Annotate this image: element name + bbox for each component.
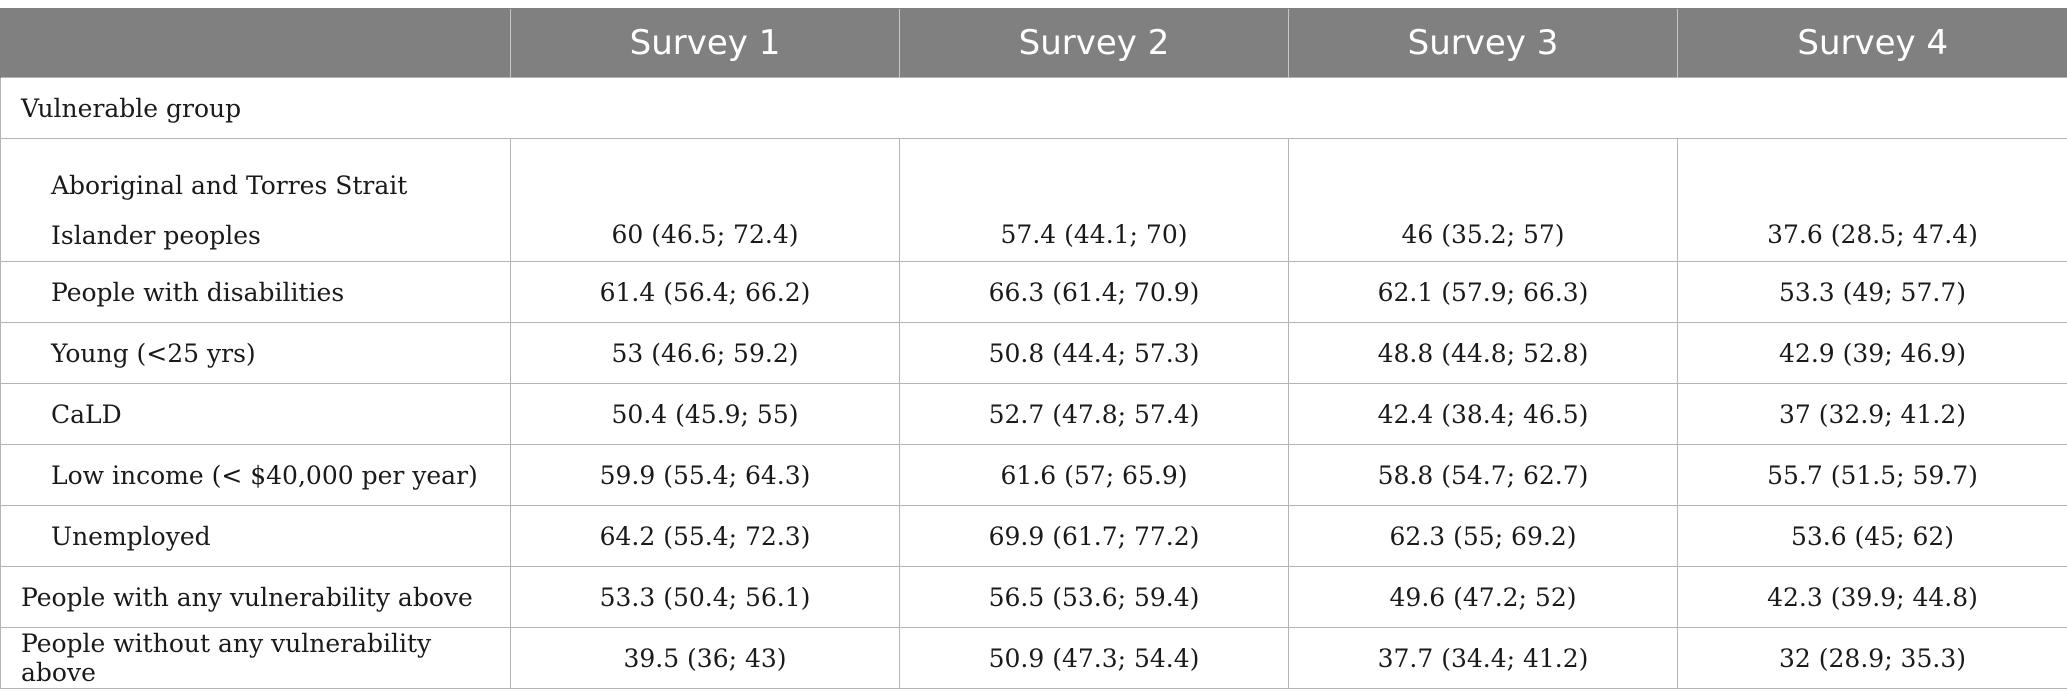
table-row: People with disabilities 61.4 (56.4; 66.… [0,261,2067,323]
table-cell: 57.4 (44.1; 70) [899,138,1289,262]
table-header: Survey 1 Survey 2 Survey 3 Survey 4 [0,8,2067,78]
table-row: CaLD 50.4 (45.9; 55) 52.7 (47.8; 57.4) 4… [0,383,2067,445]
table-row: Aboriginal and Torres Strait Islander pe… [0,138,2067,262]
table-cell: 50.8 (44.4; 57.3) [899,322,1289,384]
table-row: Unemployed 64.2 (55.4; 72.3) 69.9 (61.7;… [0,505,2067,567]
group-label: Vulnerable group [0,77,2067,139]
table-cell: 46 (35.2; 57) [1288,138,1678,262]
table-cell: 62.1 (57.9; 66.3) [1288,261,1678,323]
table-cell: 53.6 (45; 62) [1677,505,2067,567]
table-cell: 69.9 (61.7; 77.2) [899,505,1289,567]
table-cell: 64.2 (55.4; 72.3) [510,505,900,567]
summary-row: People with any vulnerability above 53.3… [0,566,2067,628]
table-cell: 37.7 (34.4; 41.2) [1288,627,1678,689]
table-cell: 37.6 (28.5; 47.4) [1677,138,2067,262]
row-label: People without any vulnerability above [0,627,511,689]
table-row: Young (<25 yrs) 53 (46.6; 59.2) 50.8 (44… [0,322,2067,384]
table-cell: 52.7 (47.8; 57.4) [899,383,1289,445]
row-label: People with disabilities [0,261,511,323]
table-cell: 62.3 (55; 69.2) [1288,505,1678,567]
table-cell: 32 (28.9; 35.3) [1677,627,2067,689]
header-survey-1: Survey 1 [510,8,900,78]
table-cell: 66.3 (61.4; 70.9) [899,261,1289,323]
table-cell: 53.3 (49; 57.7) [1677,261,2067,323]
table-cell: 48.8 (44.8; 52.8) [1288,322,1678,384]
row-label: Low income (< $40,000 per year) [0,444,511,506]
table-cell: 50.9 (47.3; 54.4) [899,627,1289,689]
table-cell: 59.9 (55.4; 64.3) [510,444,900,506]
table-body: Vulnerable group Aboriginal and Torres S… [0,77,2067,689]
table-cell: 61.4 (56.4; 66.2) [510,261,900,323]
table-cell: 37 (32.9; 41.2) [1677,383,2067,445]
table-cell: 53.3 (50.4; 56.1) [510,566,900,628]
table-cell: 42.9 (39; 46.9) [1677,322,2067,384]
row-label: People with any vulnerability above [0,566,511,628]
table-row: Low income (< $40,000 per year) 59.9 (55… [0,444,2067,506]
header-empty [0,8,511,78]
group-row: Vulnerable group [0,77,2067,139]
survey-table: Survey 1 Survey 2 Survey 3 Survey 4 Vuln… [0,8,2067,689]
table-cell: 60 (46.5; 72.4) [510,138,900,262]
header-row: Survey 1 Survey 2 Survey 3 Survey 4 [0,8,2067,78]
table-cell: 61.6 (57; 65.9) [899,444,1289,506]
table-cell: 39.5 (36; 43) [510,627,900,689]
header-survey-2: Survey 2 [899,8,1289,78]
table-cell: 55.7 (51.5; 59.7) [1677,444,2067,506]
table-cell: 53 (46.6; 59.2) [510,322,900,384]
row-label: Unemployed [0,505,511,567]
row-label: Young (<25 yrs) [0,322,511,384]
header-survey-4: Survey 4 [1677,8,2067,78]
row-label: Aboriginal and Torres Strait Islander pe… [0,138,511,262]
table-cell: 50.4 (45.9; 55) [510,383,900,445]
table-cell: 56.5 (53.6; 59.4) [899,566,1289,628]
table-cell: 42.4 (38.4; 46.5) [1288,383,1678,445]
table-cell: 49.6 (47.2; 52) [1288,566,1678,628]
summary-row: People without any vulnerability above 3… [0,627,2067,689]
table-cell: 42.3 (39.9; 44.8) [1677,566,2067,628]
header-survey-3: Survey 3 [1288,8,1678,78]
row-label: CaLD [0,383,511,445]
table-cell: 58.8 (54.7; 62.7) [1288,444,1678,506]
